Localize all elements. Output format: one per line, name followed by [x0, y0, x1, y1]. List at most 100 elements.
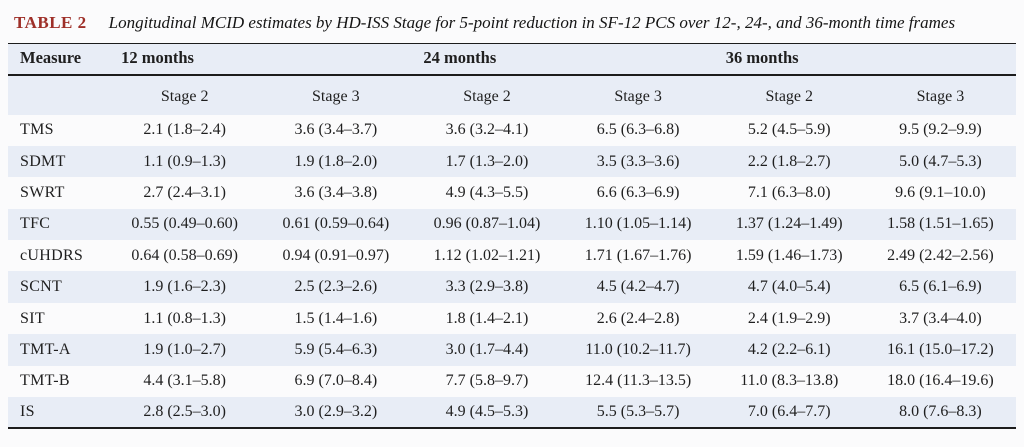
month-header-row: Measure 12 months 24 months 36 months: [8, 43, 1016, 76]
estimate-cell: 4.9 (4.3–5.5): [445, 183, 529, 201]
estimate-cell: 6.9 (7.0–8.4): [294, 372, 378, 390]
estimate-cell: 1.10 (1.05–1.14): [584, 215, 692, 233]
estimate-cell: 9.5 (9.2–9.9): [899, 121, 982, 139]
estimate-cell: 4.9 (4.5–5.3): [445, 403, 529, 421]
estimate-cell: 1.1 (0.8–1.3): [143, 309, 226, 327]
estimate-cell: 3.3 (2.9–3.8): [445, 278, 529, 296]
estimate-cell: 2.6 (2.4–2.8): [596, 309, 680, 327]
estimate-cell: 5.5 (5.3–5.7): [596, 403, 680, 421]
estimate-cell: 4.4 (3.1–5.8): [143, 372, 226, 390]
estimate-cell: 1.9 (1.8–2.0): [294, 152, 378, 170]
estimate-cell: 3.5 (3.3–3.6): [596, 152, 680, 170]
estimate-cell: 0.94 (0.91–0.97): [282, 246, 390, 264]
estimate-cell: 5.9 (5.4–6.3): [294, 340, 378, 358]
estimate-cell: 3.0 (1.7–4.4): [445, 340, 529, 358]
estimate-cell: 4.5 (4.2–4.7): [596, 278, 680, 296]
estimate-cell: 1.9 (1.0–2.7): [143, 340, 226, 358]
estimate-cell: 12.4 (11.3–13.5): [585, 372, 692, 390]
estimate-cell: 1.9 (1.6–2.3): [143, 278, 226, 296]
estimate-cell: 7.1 (6.3–8.0): [747, 183, 831, 201]
measure-label: TMT-A: [20, 340, 71, 358]
estimate-cell: 1.1 (0.9–1.3): [143, 152, 226, 170]
estimate-cell: 2.5 (2.3–2.6): [294, 278, 378, 296]
estimate-cell: 1.37 (1.24–1.49): [735, 215, 843, 233]
stage-header: Stage 2: [160, 88, 209, 105]
estimate-cell: 3.6 (3.4–3.8): [294, 183, 378, 201]
estimate-cell: 1.71 (1.67–1.76): [584, 246, 692, 264]
table-title: Longitudinal MCID estimates by HD-ISS St…: [108, 13, 956, 32]
estimate-cell: 9.6 (9.1–10.0): [895, 183, 986, 201]
table-row: SIT 1.1 (0.8–1.3) 1.5 (1.4–1.6) 1.8 (1.4…: [8, 303, 1016, 334]
estimate-cell: 1.7 (1.3–2.0): [445, 152, 529, 170]
estimate-cell: 3.7 (3.4–4.0): [899, 309, 982, 327]
table-row: TFC 0.55 (0.49–0.60) 0.61 (0.59–0.64) 0.…: [8, 208, 1016, 241]
estimate-cell: 5.0 (4.7–5.3): [899, 152, 982, 170]
measure-label: SIT: [20, 309, 45, 327]
measure-label: SWRT: [20, 183, 65, 201]
estimate-cell: 4.2 (2.2–6.1): [747, 340, 831, 358]
table-row: TMT-A 1.9 (1.0–2.7) 5.9 (5.4–6.3) 3.0 (1…: [8, 334, 1016, 366]
estimate-cell: 5.2 (4.5–5.9): [747, 121, 831, 139]
estimate-cell: 1.58 (1.51–1.65): [887, 215, 994, 233]
estimate-cell: 3.6 (3.4–3.7): [294, 121, 378, 139]
measure-label: SCNT: [20, 278, 63, 296]
table-row: SDMT 1.1 (0.9–1.3) 1.9 (1.8–2.0) 1.7 (1.…: [8, 145, 1016, 178]
table-row: TMT-B 4.4 (3.1–5.8) 6.9 (7.0–8.4) 7.7 (5…: [8, 366, 1016, 397]
stage-header-row: Stage 2 Stage 3 Stage 2 Stage 3 Stage 2 …: [8, 74, 1016, 115]
column-group-12-months: 12 months: [109, 43, 412, 76]
estimate-cell: 6.5 (6.1–6.9): [899, 278, 982, 296]
estimate-cell: 2.8 (2.5–3.0): [143, 403, 226, 421]
table-body: TMS 2.1 (1.8–2.4) 3.6 (3.4–3.7) 3.6 (3.2…: [8, 115, 1016, 429]
estimate-cell: 3.0 (2.9–3.2): [294, 403, 378, 421]
measure-label: TMT-B: [20, 372, 70, 390]
estimate-cell: 0.96 (0.87–1.04): [433, 215, 541, 233]
estimate-cell: 2.4 (1.9–2.9): [747, 309, 831, 327]
measure-label: TFC: [20, 215, 51, 233]
stage-header: Stage 2: [765, 88, 814, 105]
estimate-cell: 11.0 (8.3–13.8): [740, 372, 839, 390]
measure-label: cUHDRS: [20, 246, 84, 264]
estimate-cell: 2.2 (1.8–2.7): [747, 152, 831, 170]
estimate-cell: 0.64 (0.58–0.69): [131, 246, 238, 264]
column-group-36-months: 36 months: [713, 43, 1016, 76]
estimate-cell: 2.7 (2.4–3.1): [143, 183, 226, 201]
estimate-cell: 1.12 (1.02–1.21): [433, 246, 541, 264]
estimate-cell: 0.61 (0.59–0.64): [282, 215, 390, 233]
stage-header-empty: [8, 75, 109, 115]
table-row: SCNT 1.9 (1.6–2.3) 2.5 (2.3–2.6) 3.3 (2.…: [8, 271, 1016, 303]
measure-label: SDMT: [20, 152, 66, 170]
measure-label: IS: [20, 403, 35, 421]
mcid-table: Measure 12 months 24 months 36 months St…: [8, 43, 1016, 430]
estimate-cell: 3.6 (3.2–4.1): [445, 121, 529, 139]
table-row: SWRT 2.7 (2.4–3.1) 3.6 (3.4–3.8) 4.9 (4.…: [8, 177, 1016, 208]
estimate-cell: 7.0 (6.4–7.7): [747, 403, 831, 421]
measure-label: TMS: [20, 121, 54, 139]
stage-header: Stage 2: [463, 88, 511, 105]
estimate-cell: 1.5 (1.4–1.6): [294, 309, 378, 327]
estimate-cell: 8.0 (7.6–8.3): [899, 403, 982, 421]
estimate-cell: 0.55 (0.49–0.60): [131, 215, 238, 233]
column-group-24-months: 24 months: [411, 43, 714, 76]
estimate-cell: 1.59 (1.46–1.73): [735, 246, 843, 264]
estimate-cell: 18.0 (16.4–19.6): [887, 372, 994, 390]
table-row: TMS 2.1 (1.8–2.4) 3.6 (3.4–3.7) 3.6 (3.2…: [8, 115, 1016, 146]
column-header-measure: Measure: [8, 43, 110, 76]
estimate-cell: 6.5 (6.3–6.8): [596, 121, 680, 139]
table-caption-row: TABLE 2 Longitudinal MCID estimates by H…: [0, 0, 1024, 43]
estimate-cell: 4.7 (4.0–5.4): [747, 278, 831, 296]
table-header: Measure 12 months 24 months 36 months St…: [8, 43, 1016, 115]
stage-header: Stage 3: [312, 88, 360, 105]
stage-header: Stage 3: [614, 88, 662, 105]
estimate-cell: 1.8 (1.4–2.1): [445, 309, 529, 327]
estimate-cell: 2.49 (2.42–2.56): [887, 246, 994, 264]
table-label: TABLE 2: [14, 13, 87, 32]
table-row: cUHDRS 0.64 (0.58–0.69) 0.94 (0.91–0.97)…: [8, 240, 1016, 271]
estimate-cell: 6.6 (6.3–6.9): [596, 183, 680, 201]
estimate-cell: 16.1 (15.0–17.2): [887, 340, 994, 358]
stage-header: Stage 3: [916, 88, 965, 105]
table-row: IS 2.8 (2.5–3.0) 3.0 (2.9–3.2) 4.9 (4.5–…: [8, 397, 1016, 429]
estimate-cell: 2.1 (1.8–2.4): [143, 121, 226, 139]
estimate-cell: 11.0 (10.2–11.7): [585, 340, 691, 358]
estimate-cell: 7.7 (5.8–9.7): [445, 372, 529, 390]
